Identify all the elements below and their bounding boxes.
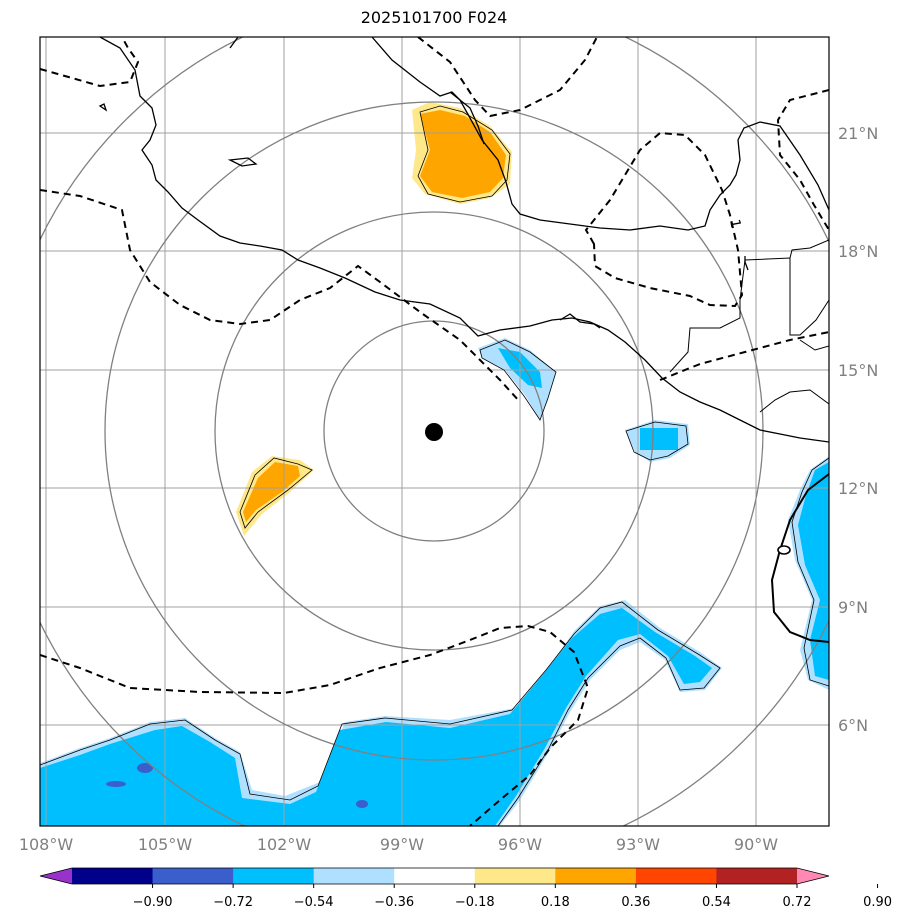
contour-label: 1 (726, 218, 743, 230)
colorbar-segment (474, 868, 556, 884)
colorbar: −0.90 −0.72 −0.54 −0.36 −0.18 0.18 0.36 0.54 0.7… (39, 867, 892, 910)
colorbar-tick-label: −0.36 (374, 895, 414, 910)
lon-label: 102°W (257, 835, 312, 854)
colorbar-tick-label: −0.72 (213, 895, 253, 910)
lon-label: 105°W (138, 835, 193, 854)
colorbar-extend-max (797, 868, 829, 884)
colorbar-segment (72, 868, 154, 884)
negative-field-coast (478, 338, 556, 420)
lon-label: 99°W (380, 835, 424, 854)
lat-label: 21°N (838, 124, 878, 143)
plot-frame (39, 36, 830, 827)
range-rings (40, 37, 829, 826)
colorbar-tick-label: 0.54 (702, 895, 731, 910)
lon-label: 93°W (616, 835, 660, 854)
lon-label: 108°W (19, 835, 74, 854)
colorbar-segment (716, 868, 798, 884)
colorbar-segment (394, 868, 476, 884)
lat-label: 18°N (838, 242, 878, 261)
colorbar-segment (635, 868, 717, 884)
lat-label: 15°N (838, 361, 878, 380)
colorbar-tick-label: 0.36 (621, 895, 650, 910)
colorbar-segment (555, 868, 637, 884)
field-outlines (40, 105, 829, 826)
coastlines (98, 37, 829, 443)
colorbar-tick-label: −0.18 (455, 895, 495, 910)
lat-label: 12°N (838, 479, 878, 498)
colorbar-segment (313, 868, 395, 884)
colorbar-segment (152, 868, 234, 884)
storm-center-marker (425, 423, 443, 441)
colorbar-tick-label: −0.54 (294, 895, 334, 910)
solid-contour (770, 473, 829, 643)
colorbar-tick-label: 0.18 (541, 895, 570, 910)
lon-label: 90°W (734, 835, 778, 854)
lon-label: 96°W (498, 835, 542, 854)
lat-label: 9°N (838, 598, 868, 617)
lat-label: 6°N (838, 716, 868, 735)
map-title: 2025101700 F024 (360, 8, 508, 27)
latitude-labels: 21°N 18°N 15°N 12°N 9°N 6°N (838, 124, 878, 735)
colorbar-tick-label: 0.90 (863, 895, 892, 910)
colorbar-tick-label: −0.90 (133, 895, 173, 910)
graticule (40, 37, 829, 826)
colorbar-outline (39, 867, 830, 885)
colorbar-tick-label: 0.72 (783, 895, 812, 910)
country-borders (669, 239, 829, 413)
longitude-labels: 108°W 105°W 102°W 99°W 96°W 93°W 90°W (19, 835, 778, 854)
contour-ring (777, 545, 791, 555)
colorbar-segment (233, 868, 315, 884)
colorbar-extend-min (40, 868, 72, 884)
dashed-contours (40, 37, 829, 826)
shaded-fields (40, 102, 829, 826)
